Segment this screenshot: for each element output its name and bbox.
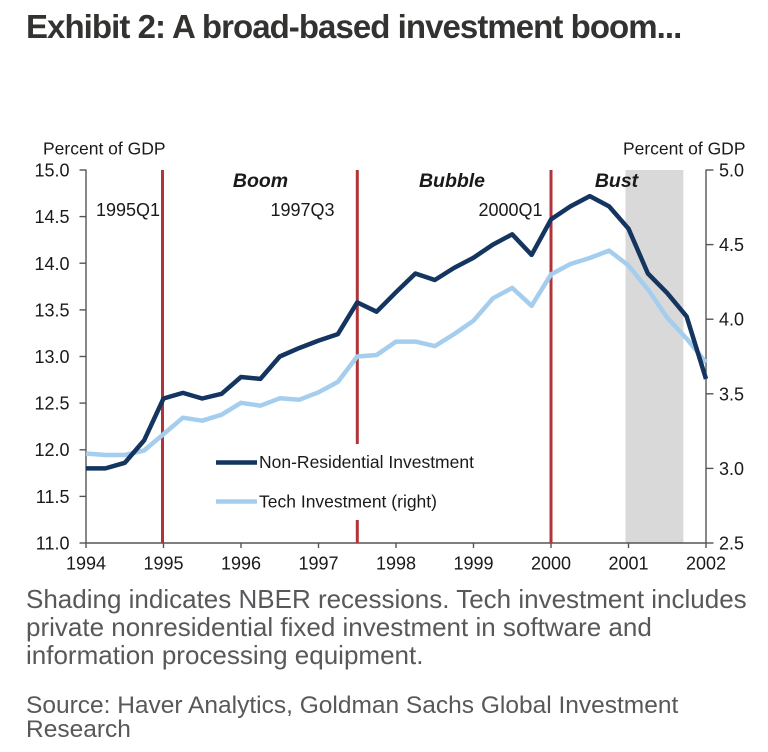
svg-text:12.5: 12.5 [34, 394, 69, 414]
svg-text:Percent of GDP: Percent of GDP [623, 139, 746, 159]
svg-text:13.0: 13.0 [34, 347, 69, 367]
svg-text:13.5: 13.5 [34, 300, 69, 320]
svg-text:1999: 1999 [453, 554, 493, 574]
svg-text:Non-Residential Investment: Non-Residential Investment [259, 452, 474, 472]
svg-text:2.5: 2.5 [719, 534, 744, 554]
svg-text:1995: 1995 [143, 554, 183, 574]
svg-text:Boom: Boom [233, 170, 288, 192]
svg-text:1995Q1: 1995Q1 [96, 200, 160, 220]
svg-text:1997: 1997 [298, 554, 338, 574]
svg-text:15.0: 15.0 [34, 161, 69, 181]
svg-text:14.0: 14.0 [34, 254, 69, 274]
svg-text:Tech Investment (right): Tech Investment (right) [259, 492, 437, 512]
svg-text:14.5: 14.5 [34, 207, 69, 227]
svg-text:1994: 1994 [66, 554, 106, 574]
svg-text:2000: 2000 [531, 554, 571, 574]
svg-text:1997Q3: 1997Q3 [270, 200, 334, 220]
svg-text:Bust: Bust [595, 170, 640, 192]
svg-text:Percent of GDP: Percent of GDP [43, 139, 166, 159]
svg-text:1996: 1996 [221, 554, 261, 574]
svg-text:3.0: 3.0 [719, 459, 744, 479]
svg-text:Bubble: Bubble [419, 170, 485, 192]
svg-text:3.5: 3.5 [719, 384, 744, 404]
svg-text:2000Q1: 2000Q1 [478, 200, 542, 220]
svg-text:2001: 2001 [608, 554, 648, 574]
svg-text:11.0: 11.0 [36, 534, 70, 554]
svg-text:11.5: 11.5 [36, 487, 70, 507]
svg-text:4.0: 4.0 [719, 310, 744, 330]
svg-text:12.0: 12.0 [34, 440, 69, 460]
svg-text:4.5: 4.5 [719, 235, 744, 255]
svg-text:5.0: 5.0 [719, 161, 744, 181]
svg-text:1998: 1998 [376, 554, 416, 574]
svg-text:2002: 2002 [686, 554, 726, 574]
